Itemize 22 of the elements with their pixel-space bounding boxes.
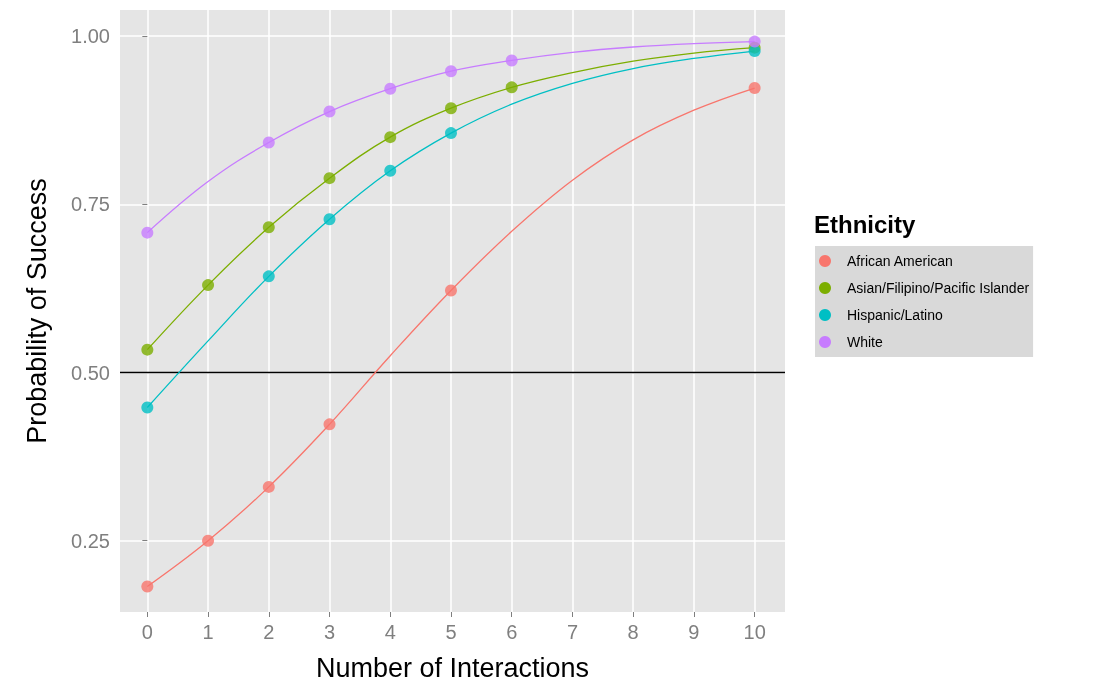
x-tick-label: 9 — [688, 621, 700, 643]
x-tick-label: 8 — [627, 621, 639, 643]
legend-label: Hispanic/Latino — [847, 307, 943, 323]
y-tick-label: 0.50 — [71, 361, 110, 384]
y-tick-label: 0.75 — [71, 193, 110, 216]
legend-title: Ethnicity — [814, 210, 916, 238]
legend-label: African American — [847, 253, 953, 269]
legend-label: Asian/Filipino/Pacific Islander — [847, 280, 1030, 296]
y-tick-label: 0.25 — [71, 529, 110, 552]
x-tick-label: 7 — [566, 621, 579, 643]
x-tick-label: 2 — [263, 621, 275, 643]
y-tick-label: 1.00 — [71, 25, 110, 48]
x-tick-label: 3 — [323, 621, 336, 643]
y-axis-title: Probability of Success — [21, 178, 52, 444]
x-tick-label: 10 — [743, 621, 766, 643]
x-tick-label: 5 — [445, 621, 457, 643]
x-tick-label: 6 — [506, 621, 518, 643]
x-tick-label: 4 — [384, 621, 396, 643]
x-axis-title: Number of Interactions — [315, 652, 590, 683]
x-tick-label: 1 — [202, 621, 214, 643]
legend-label: White — [847, 334, 883, 350]
x-tick-label: 0 — [141, 621, 153, 643]
